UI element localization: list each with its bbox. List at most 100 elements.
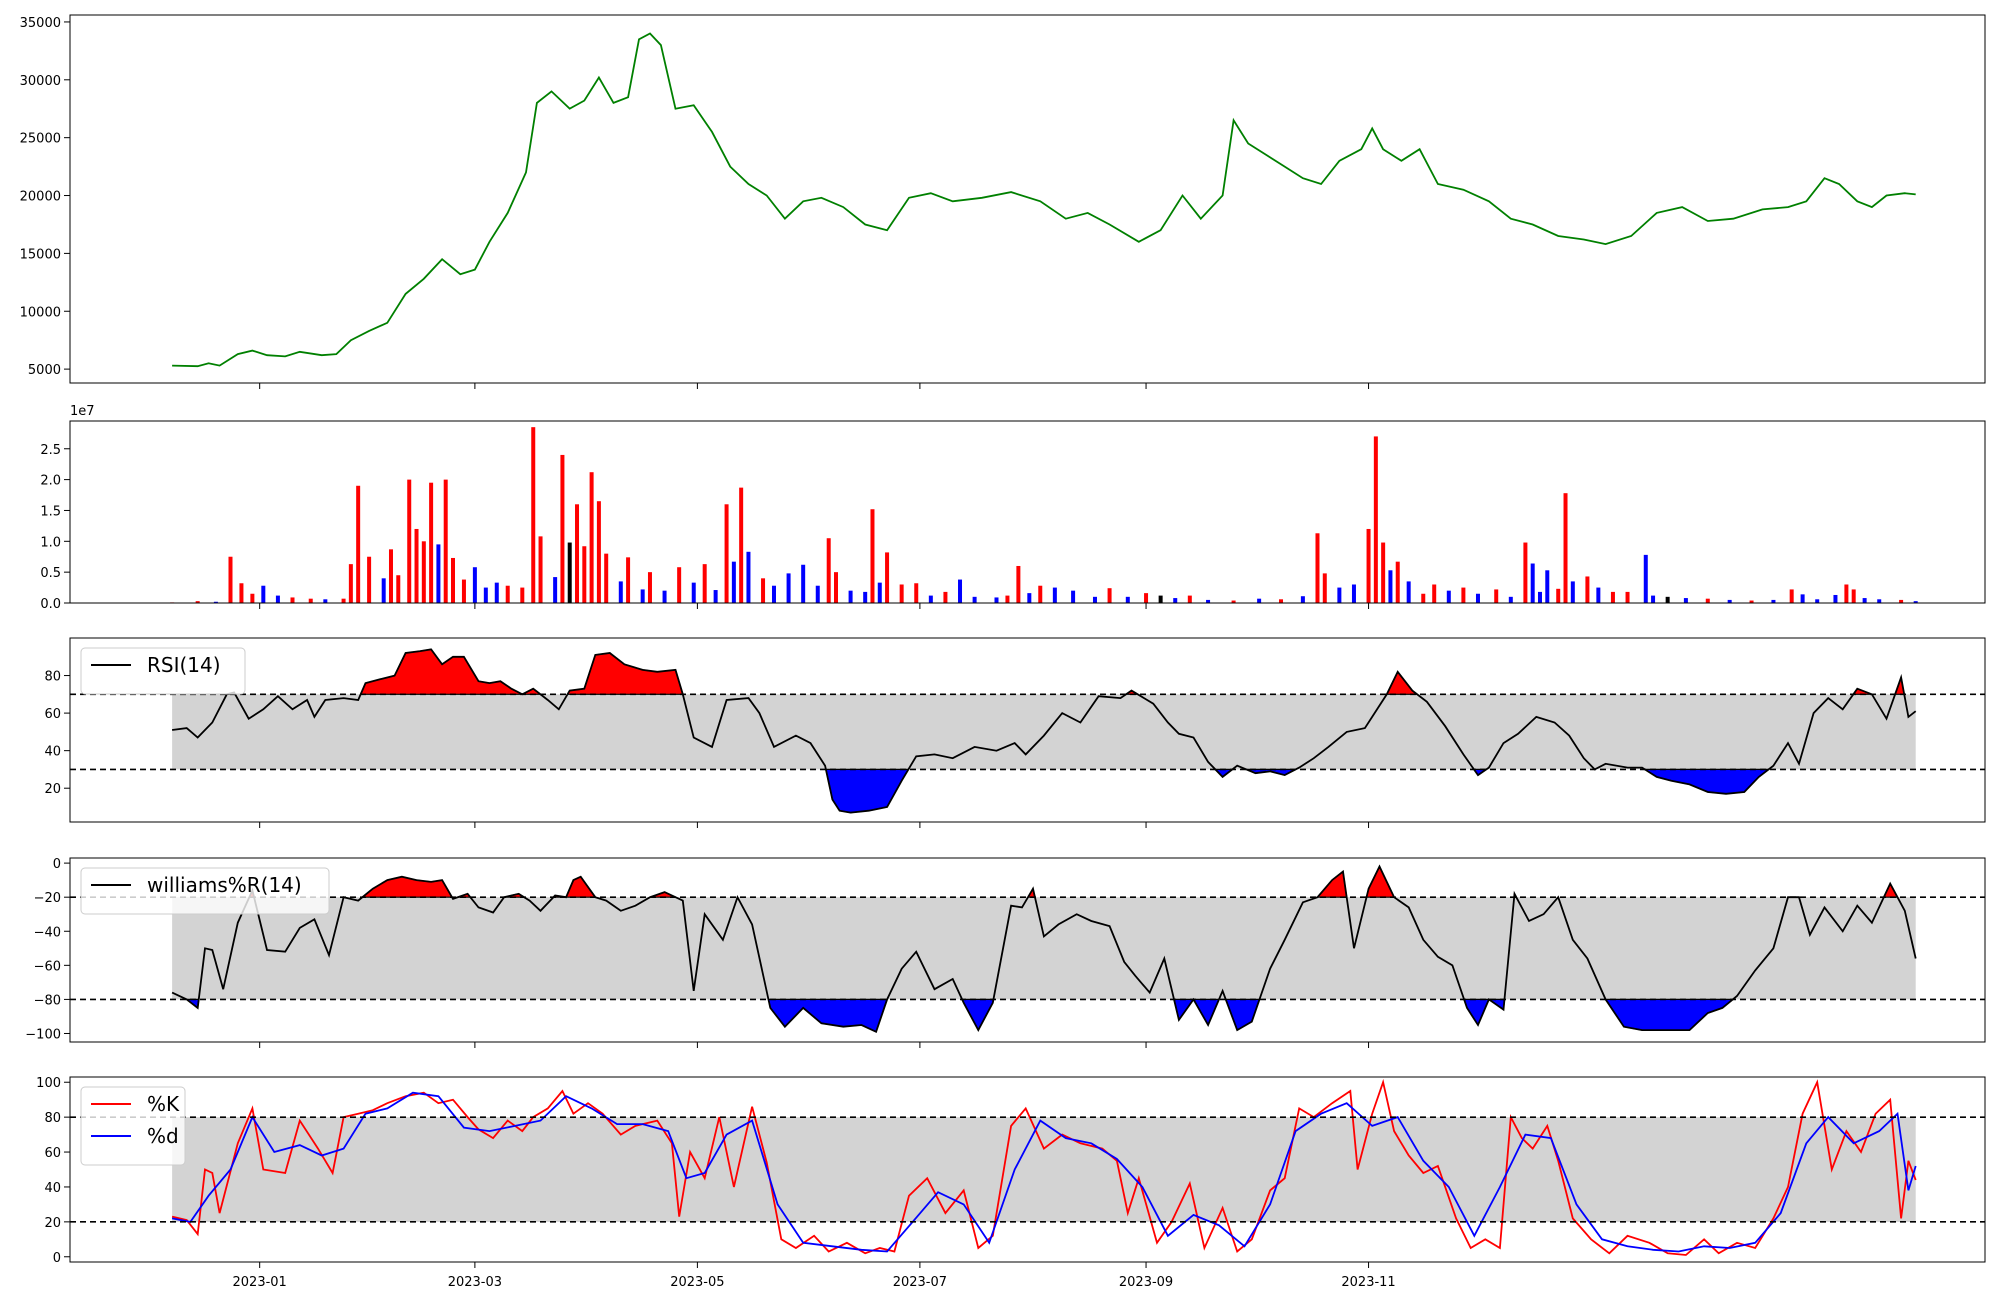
volume-bar — [1556, 588, 1561, 603]
williams-oversold-fill — [1604, 998, 1735, 1031]
volume-bar — [1406, 581, 1411, 603]
volume-bar — [1749, 600, 1754, 603]
volume-bar — [1279, 599, 1284, 603]
williams-band — [172, 897, 1916, 1000]
volume-offset-label: 1e7 — [70, 404, 95, 419]
volume-bar — [826, 538, 831, 603]
volume-bar — [972, 596, 977, 603]
volume-bar — [640, 589, 645, 603]
volume-bar — [1206, 599, 1211, 603]
volume-ytick-label: 0.5 — [40, 566, 61, 581]
volume-bar — [1545, 570, 1550, 603]
volume-bar — [1092, 596, 1097, 603]
stochastic-d-line — [171, 1091, 1917, 1253]
volume-bar — [436, 544, 441, 603]
volume-bar — [1016, 565, 1021, 603]
williams-frame — [69, 857, 1986, 1043]
rsi-line — [171, 648, 1917, 814]
volume-bar — [1610, 591, 1615, 603]
volume-bar — [1322, 573, 1327, 603]
volume-bar — [1727, 599, 1732, 603]
volume-bar — [483, 587, 488, 603]
volume-bar — [834, 572, 838, 603]
volume-bar — [1475, 593, 1480, 603]
volume-bar — [1421, 593, 1426, 603]
volume-ytick-label: 1.5 — [40, 504, 61, 519]
price-frame — [69, 14, 1986, 384]
volume-bar — [815, 585, 820, 603]
volume-bar — [348, 564, 353, 603]
volume-bar — [994, 597, 999, 603]
williams-ytick-label: −80 — [34, 993, 61, 1008]
volume-ytick-label: 2.5 — [40, 443, 61, 458]
volume-bar — [367, 556, 372, 603]
volume-bar — [1373, 436, 1378, 603]
volume-bar — [677, 567, 682, 603]
volume-bar — [662, 590, 667, 603]
volume-bar — [1877, 599, 1882, 603]
volume-panel: 0.0 0.5 1.0 1.5 2.0 2.5 1e7 — [40, 404, 1986, 612]
volume-bar — [1530, 563, 1535, 603]
volume-bar — [739, 487, 744, 603]
volume-bar — [1508, 596, 1513, 603]
stochastic-band — [172, 1117, 1916, 1222]
volume-bar — [195, 601, 200, 603]
williams-ytick-label: −20 — [34, 891, 61, 906]
volume-bar — [472, 567, 477, 603]
volume-bar — [582, 546, 587, 603]
rsi-oversold-fill — [1642, 768, 1771, 795]
volume-bar — [1388, 570, 1393, 603]
price-ytick-label: 15000 — [20, 247, 61, 262]
volume-ytick-label: 0.0 — [40, 597, 61, 612]
volume-bar — [1071, 590, 1076, 603]
rsi-ytick-label: 40 — [44, 745, 61, 760]
volume-bar — [914, 583, 919, 603]
rsi-ytick-label: 20 — [44, 782, 61, 797]
volume-bar — [1351, 584, 1356, 603]
williams-legend-box — [80, 867, 330, 915]
volume-bar — [1052, 587, 1057, 603]
volume-bar — [520, 587, 525, 603]
volume-bar — [1651, 595, 1656, 603]
volume-bar — [239, 583, 244, 603]
price-ytick-label: 5000 — [28, 363, 61, 378]
volume-bar — [1643, 554, 1648, 603]
volume-bar — [604, 553, 609, 603]
volume-bar — [421, 541, 426, 603]
stochastic-ytick-label: 60 — [44, 1146, 61, 1161]
williams-ytick-label: −100 — [25, 1027, 61, 1042]
stochastic-frame — [69, 1076, 1986, 1263]
volume-bar — [1381, 542, 1386, 603]
volume-bar — [618, 581, 623, 603]
volume-bar — [801, 564, 806, 603]
stochastic-legend-box — [80, 1086, 186, 1166]
volume-bar — [505, 585, 510, 603]
x-tick-label: 2023-01 — [233, 1275, 287, 1290]
rsi-legend-box — [80, 647, 246, 695]
rsi-panel: 20 40 60 80 RSI(14) — [44, 637, 1986, 828]
volume-bar — [1596, 587, 1601, 603]
volume-bar — [1366, 528, 1371, 603]
volume-bar — [771, 585, 776, 603]
volume-bar — [1913, 601, 1918, 603]
volume-bar — [1125, 596, 1130, 603]
volume-bar — [702, 564, 707, 603]
volume-bar — [1862, 598, 1867, 603]
volume-ytick-label: 1.0 — [40, 535, 61, 550]
volume-bar — [1899, 599, 1904, 603]
volume-bar — [341, 598, 346, 603]
volume-bar — [228, 556, 233, 603]
volume-bar — [1187, 595, 1192, 603]
volume-bar — [407, 479, 412, 603]
volume-bar — [461, 579, 466, 603]
volume-bar — [1563, 493, 1568, 603]
volume-bar — [1107, 588, 1112, 603]
volume-bar — [261, 585, 266, 603]
rsi-ytick-label: 60 — [44, 707, 61, 722]
williams-ytick-label: 0 — [53, 857, 61, 872]
volume-bar — [538, 536, 543, 603]
volume-bar — [1446, 590, 1451, 603]
volume-bar — [1300, 596, 1305, 603]
volume-bar — [290, 597, 295, 603]
williams-oversold-fill — [961, 998, 995, 1032]
